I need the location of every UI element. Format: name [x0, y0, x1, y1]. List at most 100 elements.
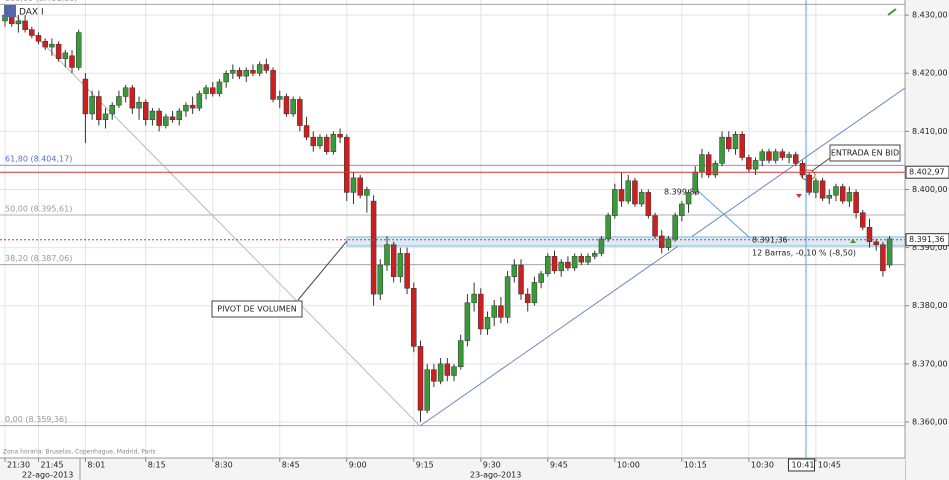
candle-body	[645, 192, 652, 216]
candle-body	[250, 70, 256, 74]
candle-body	[156, 110, 162, 126]
candle-body	[303, 125, 310, 138]
candle-body	[712, 163, 719, 176]
candle-body	[169, 116, 176, 120]
candle-body	[498, 305, 504, 318]
candle-body	[344, 136, 350, 193]
candle-body	[317, 136, 323, 147]
candle-body	[96, 96, 102, 120]
candle-body	[230, 70, 236, 74]
axes: 8.430,00 8.420,00 8.410,00 8.400,00 8.390,00…	[4, 11, 949, 472]
y-tick-label: 8.370,00	[912, 359, 948, 368]
candle-body	[866, 227, 873, 243]
candle-body	[886, 238, 893, 266]
candle-body	[404, 253, 410, 289]
candle-body	[612, 189, 618, 216]
fib-label: 38,20 (8.387,06)	[5, 254, 72, 263]
instrument-title[interactable]: DAX I	[19, 8, 44, 18]
candle-body	[551, 256, 558, 272]
candle-body	[437, 363, 444, 382]
x-tick-label: 8:01	[87, 461, 105, 470]
candle-body	[538, 273, 544, 283]
candle-body	[390, 244, 397, 277]
candle-body	[772, 151, 779, 161]
candle-body	[49, 43, 55, 48]
candle-body	[256, 64, 263, 74]
candle-body	[524, 293, 531, 304]
candle-body	[236, 70, 243, 77]
candle-body	[565, 261, 571, 269]
candle-body	[484, 317, 491, 330]
candle-body	[860, 212, 866, 228]
candle-body	[189, 104, 196, 109]
callout-box	[829, 144, 901, 162]
candle-body	[337, 134, 343, 138]
candle-body	[42, 41, 48, 48]
cursor-label: 10:41	[791, 461, 814, 470]
candle-body	[491, 305, 497, 318]
callout-line	[811, 157, 831, 172]
candle-body	[571, 256, 578, 269]
annotation: 12 Barras, -0,10 % (-8,50)	[752, 249, 856, 258]
x-tick-label: 21:45	[41, 461, 64, 470]
candle-body	[746, 157, 752, 170]
candle-body	[692, 171, 699, 193]
candle-body	[833, 186, 839, 196]
y-tick-label: 8.400,00	[912, 185, 948, 194]
candle-body	[55, 43, 62, 59]
fib-label: 0,00 (8.359,36)	[5, 415, 67, 424]
y-tick-label: 8.390,00	[912, 243, 948, 252]
x-tick-label: 8:30	[215, 461, 233, 470]
candle-body	[752, 160, 759, 170]
candle-body	[464, 302, 471, 341]
candle-body	[357, 177, 363, 196]
candle-body	[75, 32, 82, 68]
candle-body	[216, 81, 223, 94]
candle-body	[759, 151, 766, 161]
annotation: ENTRADA EN BID	[831, 149, 899, 158]
candle-body	[297, 99, 303, 126]
candle-body	[558, 261, 564, 272]
candle-body	[129, 87, 136, 109]
candle-body	[685, 192, 692, 205]
instrument-icon[interactable]	[4, 5, 16, 17]
candle-body	[243, 70, 250, 77]
candle-body	[397, 253, 404, 277]
candle-body	[632, 180, 638, 205]
candle-body	[330, 134, 337, 152]
candle-body	[350, 177, 357, 193]
grid: 100,00 (8.431,86) 61,80 (8.404,17) 50,00 (…	[0, 0, 905, 458]
annotation: PIVOT DE VOLUMEN	[217, 305, 297, 314]
status-icon	[887, 8, 897, 16]
timezone: Zona horaria: Bruselas, Copenhague, Madr…	[3, 449, 155, 456]
candle-body	[417, 346, 424, 411]
candle-body	[283, 96, 290, 115]
candle-body	[411, 288, 417, 347]
candle-body	[779, 151, 786, 158]
callout-box	[211, 300, 303, 318]
candle-body	[377, 264, 384, 295]
candle-body	[679, 203, 685, 216]
candle-body	[786, 154, 792, 158]
sell-arrow	[796, 194, 802, 198]
candle-body	[799, 163, 806, 176]
candle-body	[793, 154, 799, 164]
x-tick-label: 9:15	[416, 461, 434, 470]
candle-body	[726, 136, 732, 150]
candle-body	[270, 70, 276, 100]
x-tick-label: 9:00	[349, 461, 367, 470]
candle-body	[102, 113, 109, 120]
candle-body	[183, 104, 189, 112]
price-marker	[905, 233, 949, 247]
candle-body	[813, 180, 819, 193]
fib-label: 100,00 (8.431,86)	[5, 0, 77, 3]
candle-body	[431, 369, 437, 382]
candle-body	[699, 154, 705, 173]
candle-body	[277, 96, 283, 100]
candle-body	[545, 256, 551, 275]
candle-body	[69, 55, 75, 68]
y-tick-label: 8.360,00	[912, 417, 948, 426]
candle-body	[578, 256, 585, 263]
candle-body	[638, 192, 645, 205]
y-tick-label: 8.380,00	[912, 301, 948, 310]
